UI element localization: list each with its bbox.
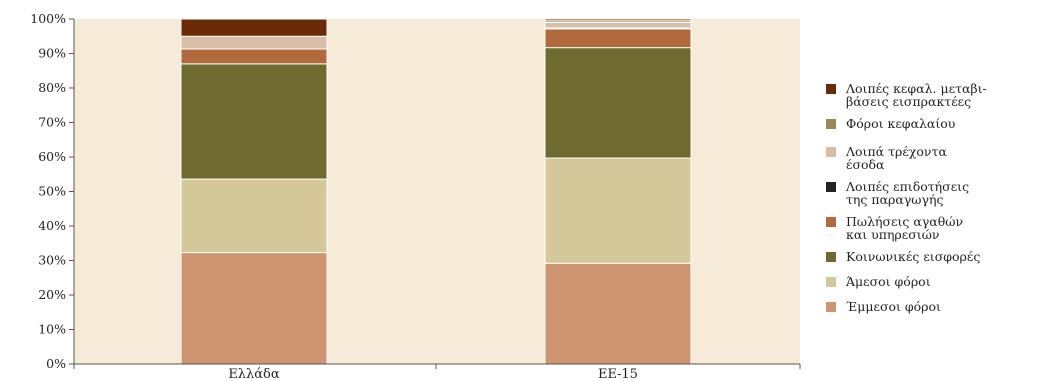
- x-tick-label: ΕΕ-15: [598, 367, 638, 381]
- legend-swatch: [826, 84, 836, 94]
- bar-segment: [544, 157, 692, 264]
- bar-segment: [544, 28, 692, 49]
- y-axis-ticks: 0% 10% 20% 30% 40% 50% 60% 70% 80% 90% 100%: [30, 11, 74, 371]
- legend-item: Λοιπές κεφαλ. μεταβι-βάσεις εισπρακτέες: [826, 81, 987, 109]
- y-tick-label: 90%: [38, 46, 66, 61]
- legend-swatch: [826, 147, 836, 157]
- x-tick-label: Ελλάδα: [228, 367, 280, 381]
- legend-swatch: [826, 252, 836, 262]
- legend-swatch: [826, 302, 836, 312]
- bar-segment: [544, 262, 692, 365]
- bar-segment: [180, 178, 328, 254]
- legend-item: Έμμεσοι φόροι: [826, 299, 941, 314]
- legend-label: Πωλήσεις αγαθών: [846, 214, 963, 229]
- legend-label: και υπηρεσιών: [846, 227, 939, 242]
- legend-swatch: [826, 217, 836, 227]
- y-tick-label: 100%: [30, 11, 66, 26]
- legend-label: έσοδα: [846, 157, 885, 172]
- x-axis-ticks: Ελλάδα ΕΕ-15: [73, 364, 801, 381]
- bar-segment: [180, 48, 328, 65]
- legend-item: Φόροι κεφαλαίου: [826, 116, 955, 131]
- y-tick-label: 0%: [46, 356, 66, 371]
- bar-segment: [180, 63, 328, 180]
- bar-segments: [180, 18, 692, 365]
- bar-segment: [180, 252, 328, 365]
- legend-swatch: [826, 182, 836, 192]
- legend-swatch: [826, 277, 836, 287]
- y-tick-label: 30%: [38, 253, 66, 268]
- legend-label: Άμεσοι φόροι: [845, 274, 931, 289]
- bar-segment: [544, 47, 692, 159]
- legend-label: Λοιπές επιδοτήσεις: [845, 179, 969, 194]
- legend-label: Φόροι κεφαλαίου: [846, 116, 955, 131]
- y-tick-label: 40%: [38, 218, 66, 233]
- y-tick-label: 60%: [38, 149, 66, 164]
- legend: Λοιπές κεφαλ. μεταβι-βάσεις εισπρακτέες Φ…: [826, 81, 987, 314]
- legend-label: βάσεις εισπρακτέες: [846, 94, 971, 109]
- bar-segment: [544, 18, 692, 22]
- legend-label: Κοινωνικές εισφορές: [846, 249, 980, 264]
- legend-item: Άμεσοι φόροι: [826, 274, 931, 289]
- y-tick-label: 70%: [38, 115, 66, 130]
- y-tick-label: 80%: [38, 80, 66, 95]
- bar-segment: [544, 21, 692, 29]
- y-tick-label: 50%: [38, 184, 66, 199]
- y-tick-label: 10%: [38, 322, 66, 337]
- legend-label: Έμμεσοι φόροι: [846, 299, 941, 314]
- legend-label: Λοιπές κεφαλ. μεταβι-: [845, 81, 987, 96]
- legend-label: της παραγωγής: [846, 192, 943, 207]
- legend-item: Κοινωνικές εισφορές: [826, 249, 980, 264]
- bar-segment: [180, 18, 328, 37]
- legend-label: Λοιπά τρέχοντα: [845, 144, 947, 159]
- bar-segment: [180, 35, 328, 50]
- legend-swatch: [826, 119, 836, 129]
- y-tick-label: 20%: [38, 287, 66, 302]
